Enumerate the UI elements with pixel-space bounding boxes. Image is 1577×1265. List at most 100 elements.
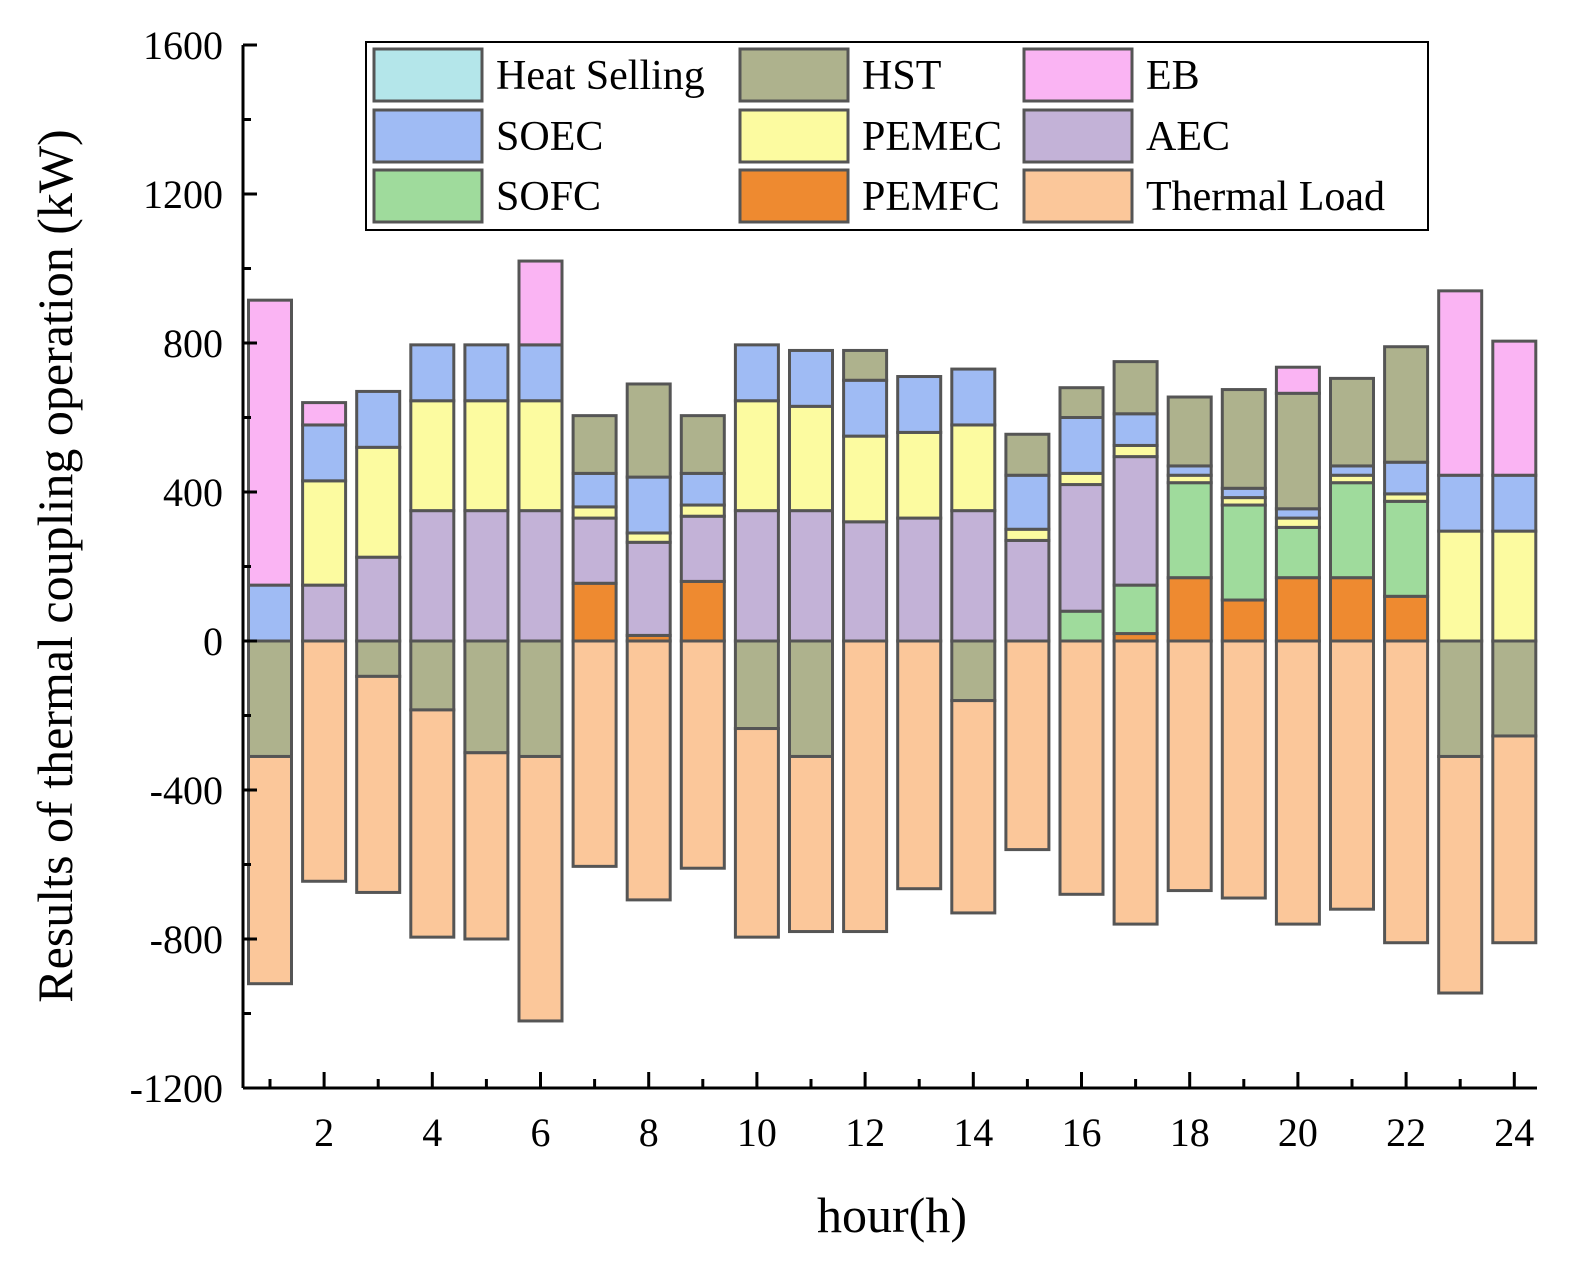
bar-thermal-load-h20 [1274,639,1321,926]
legend-swatch-soec [372,108,484,164]
bar-pemfc-h20 [1274,576,1321,643]
x-tick-label: 18 [1170,1110,1210,1155]
bar-pemec-h5 [463,399,510,513]
bar-eb-h2 [301,401,348,427]
bar-hst-h7 [571,414,618,475]
bar-pemec-h11 [788,404,834,513]
bar-hst-h19 [1220,388,1267,490]
bar-soec-h14 [950,367,997,427]
bar-thermal-load-h22 [1383,639,1430,945]
bar-thermal-load-h18 [1166,639,1213,893]
bar-soec-h22 [1383,460,1430,496]
bar-hst-h1 [247,639,293,758]
bar-hst-h17 [1112,360,1159,416]
bar-soec-h8 [625,475,672,535]
bar-pemec-h14 [950,423,997,513]
legend-swatch-hst [738,47,850,103]
legend-box [365,41,1429,231]
y-tick-label: 400 [163,470,223,515]
bar-hst-h10 [733,639,780,731]
bar-hst-h9 [679,414,726,475]
bar-pemec-h2 [301,479,348,587]
bar-eb-h1 [247,298,293,587]
bar-thermal-load-h10 [733,727,780,939]
bar-thermal-load-h16 [1058,639,1105,896]
bar-aec-h2 [301,583,348,643]
legend-swatch-heat-selling [372,47,484,103]
x-tick-label: 14 [953,1110,993,1155]
bar-hst-h22 [1383,345,1430,464]
bar-pemec-h4 [409,399,456,513]
bar-thermal-load-h19 [1220,639,1267,900]
bar-aec-h9 [679,514,726,583]
bar-eb-h23 [1437,289,1484,477]
legend-swatch-pemec [738,108,850,164]
x-tick-label: 20 [1278,1110,1318,1155]
y-tick-label: 0 [203,619,223,664]
bar-thermal-load-h9 [679,639,726,870]
legend-label-heat-selling: Heat Selling [496,53,705,99]
bar-aec-h12 [842,520,889,643]
bar-hst-h3 [355,639,402,678]
bar-eb-h24 [1491,339,1538,477]
bar-sofc-h17 [1112,583,1159,636]
bar-aec-h15 [1004,538,1051,643]
x-tick-label: 12 [845,1110,885,1155]
bar-hst-h11 [788,639,834,758]
bar-hst-h14 [950,639,997,703]
bar-hst-h8 [625,382,672,479]
bar-aec-h11 [788,509,834,643]
bar-thermal-load-h3 [355,674,402,894]
legend-swatch-thermal-load [1022,168,1134,224]
bar-sofc-h20 [1274,525,1321,580]
bar-eb-h6 [517,259,564,347]
bar-aec-h3 [355,555,402,643]
y-tick-label: 800 [163,321,223,366]
bar-hst-h12 [842,348,889,382]
bar-hst-h23 [1437,639,1484,758]
bar-aec-h14 [950,509,997,643]
legend-swatch-eb [1022,47,1134,103]
bar-soec-h12 [842,378,889,438]
y-tick-label: -400 [150,768,223,813]
bar-hst-h20 [1274,391,1321,511]
bar-soec-h23 [1437,473,1484,533]
bar-hst-h18 [1166,395,1213,468]
bar-pemfc-h7 [571,581,618,643]
bar-pemec-h6 [517,399,564,513]
x-tick-label: 6 [531,1110,551,1155]
bar-aec-h10 [733,509,780,643]
x-tick-label: 4 [422,1110,442,1155]
bar-hst-h5 [463,639,510,755]
bar-pemfc-h18 [1166,576,1213,643]
bar-thermal-load-h5 [463,751,510,941]
bar-pemec-h24 [1491,529,1538,643]
bar-soec-h3 [355,389,402,449]
bar-hst-h21 [1329,376,1375,468]
bar-thermal-load-h1 [247,754,293,986]
x-axis-title: hour(h) [817,1187,967,1243]
y-tick-label: -1200 [130,1066,223,1111]
bar-thermal-load-h13 [896,639,943,891]
bars-layer [247,259,1538,1023]
legend-label-eb: EB [1146,53,1200,99]
bar-thermal-load-h4 [409,708,456,939]
bar-sofc-h19 [1220,503,1267,602]
bar-aec-h17 [1112,455,1159,587]
bar-aec-h8 [625,540,672,637]
bar-aec-h6 [517,509,564,643]
bar-pemec-h12 [842,434,889,524]
legend-swatch-pemfc [738,168,850,224]
bar-soec-h24 [1491,473,1538,533]
bar-eb-h20 [1274,365,1321,395]
bar-hst-h6 [517,639,564,758]
bar-thermal-load-h23 [1437,754,1484,995]
bar-sofc-h22 [1383,499,1430,598]
bar-soec-h15 [1004,473,1051,531]
bar-thermal-load-h21 [1329,639,1375,911]
bar-pemec-h17 [1112,443,1159,459]
y-tick-label: 1600 [143,23,223,68]
bar-soec-h4 [409,343,456,403]
bar-soec-h7 [571,471,618,509]
legend-label-pemec: PEMEC [862,114,1002,160]
